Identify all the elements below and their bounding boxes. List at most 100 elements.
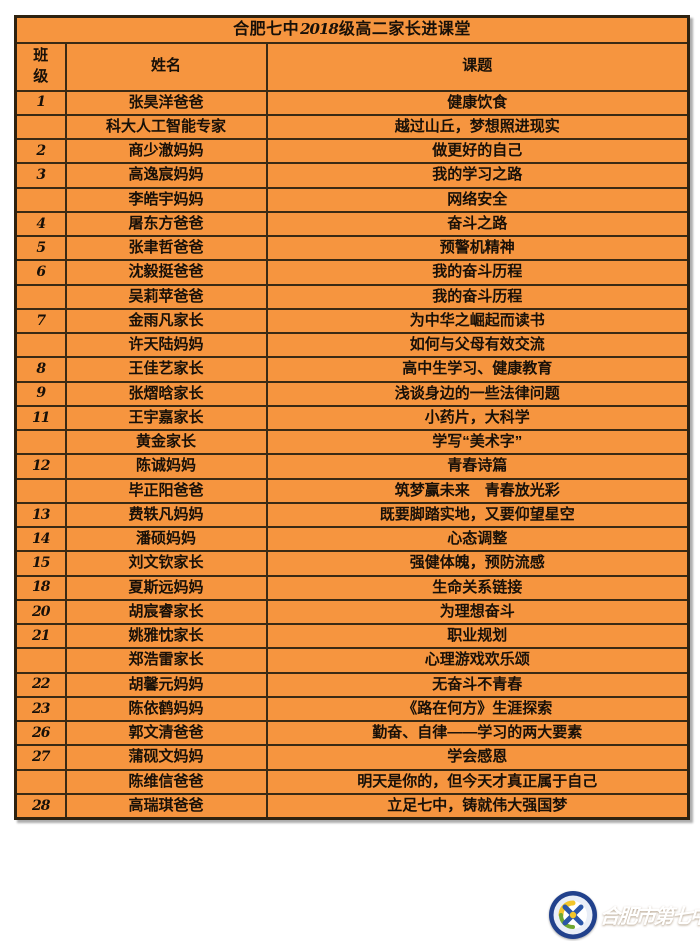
table-row: 27 蒲砚文妈妈 学会感恩 — [14, 744, 690, 771]
table-row: 14 潘硕妈妈 心态调整 — [14, 526, 690, 553]
table-row: 11 王宇嘉家长 小药片，大科学 — [14, 404, 690, 432]
table-row: 郑浩雷家长 心理游戏欢乐颂 — [14, 647, 690, 674]
parents-class-schedule-table: 合肥七中2018级高二家长进课堂 班级 姓名 课题 1 张昊洋爸爸 健康饮食 科… — [14, 15, 691, 821]
table-row: 吴莉苹爸爸 我的奋斗历程 — [14, 283, 690, 310]
name-cell: 许天陆妈妈 — [64, 332, 268, 359]
class-cell: 20 — [14, 598, 67, 626]
class-cell — [14, 768, 67, 795]
table-row: 1 张昊洋爸爸 健康饮食 — [14, 89, 690, 116]
table-row: 18 夏斯远妈妈 生命关系链接 — [14, 574, 690, 601]
table-row: 毕正阳爸爸 筑梦赢未来 青春放光彩 — [14, 477, 690, 504]
topic-cell: 青春诗篇 — [265, 453, 690, 480]
name-cell: 胡宸睿家长 — [64, 598, 268, 626]
table-row: 22 胡馨元妈妈 无奋斗不青春 — [14, 671, 690, 698]
name-cell: 王宇嘉家长 — [64, 404, 268, 432]
table-title-year: 2018 — [300, 20, 339, 38]
table-row: 3 高逸宸妈妈 我的学习之路 — [14, 162, 690, 189]
class-cell: 1 — [14, 89, 67, 116]
topic-cell: 预警机精神 — [265, 235, 690, 262]
name-cell: 李皓宇妈妈 — [64, 186, 268, 213]
class-cell — [14, 477, 67, 504]
class-cell: 15 — [14, 550, 67, 577]
name-cell: 科大人工智能专家 — [64, 113, 268, 141]
name-cell: 陈依鹤妈妈 — [64, 695, 268, 723]
class-cell: 6 — [14, 259, 67, 286]
column-header-class: 班级 — [14, 41, 67, 92]
table-row: 陈维信爸爸 明天是你的，但今天才真正属于自己 — [14, 768, 690, 795]
topic-cell: 既要脚踏实地，又要仰望星空 — [265, 501, 690, 529]
name-cell: 陈诚妈妈 — [64, 453, 268, 480]
table-row: 科大人工智能专家 越过山丘，梦想照进现实 — [14, 113, 690, 141]
class-cell: 26 — [14, 720, 67, 747]
table-row: 许天陆妈妈 如何与父母有效交流 — [14, 332, 690, 359]
table-body: 合肥七中2018级高二家长进课堂 班级 姓名 课题 1 张昊洋爸爸 健康饮食 科… — [14, 15, 690, 820]
name-cell: 胡馨元妈妈 — [64, 671, 268, 698]
class-cell: 4 — [14, 210, 67, 238]
table-row: 23 陈依鹤妈妈 《路在何方》生涯探索 — [14, 695, 690, 723]
topic-cell: 生命关系链接 — [265, 574, 690, 601]
table-row: 13 费轶凡妈妈 既要脚踏实地，又要仰望星空 — [14, 501, 690, 529]
topic-cell: 学会感恩 — [265, 744, 690, 771]
topic-cell: 我的学习之路 — [265, 162, 690, 189]
name-cell: 郭文清爸爸 — [64, 720, 268, 747]
school-badge-icon — [549, 890, 597, 939]
topic-cell: 无奋斗不青春 — [265, 671, 690, 698]
table-row: 5 张聿哲爸爸 预警机精神 — [14, 235, 690, 262]
class-cell: 8 — [14, 356, 67, 383]
name-cell: 夏斯远妈妈 — [64, 574, 268, 601]
name-cell: 沈毅挺爸爸 — [64, 259, 268, 286]
topic-cell: 健康饮食 — [265, 89, 690, 116]
name-cell: 张熠晗家长 — [64, 380, 268, 407]
table-row: 李皓宇妈妈 网络安全 — [14, 186, 690, 213]
topic-cell: 心理游戏欢乐颂 — [265, 647, 690, 674]
table-row: 7 金雨凡家长 为中华之崛起而读书 — [14, 307, 690, 335]
name-cell: 蒲砚文妈妈 — [64, 744, 268, 771]
class-cell — [14, 283, 67, 310]
table-row: 28 高瑞琪爸爸 立足七中，铸就伟大强国梦 — [14, 792, 690, 820]
class-cell: 2 — [14, 138, 67, 165]
class-cell — [14, 429, 67, 456]
class-cell: 3 — [14, 162, 67, 189]
class-cell: 9 — [14, 380, 67, 407]
table-row: 26 郭文清爸爸 勤奋、自律——学习的两大要素 — [14, 720, 690, 747]
class-cell — [14, 113, 67, 141]
topic-cell: 心态调整 — [265, 526, 690, 553]
class-cell: 23 — [14, 695, 67, 723]
topic-cell: 强健体魄，预防流感 — [265, 550, 690, 577]
name-cell: 吴莉苹爸爸 — [64, 283, 268, 310]
topic-cell: 高中生学习、健康教育 — [265, 356, 690, 383]
table-title: 合肥七中2018级高二家长进课堂 — [14, 15, 690, 44]
table-row: 黄金家长 学写“美术字” — [14, 429, 690, 456]
topic-cell: 勤奋、自律——学习的两大要素 — [265, 720, 690, 747]
name-cell: 王佳艺家长 — [64, 356, 268, 383]
column-header-name: 姓名 — [64, 41, 268, 92]
name-cell: 屠东方爸爸 — [64, 210, 268, 238]
topic-cell: 浅谈身边的一些法律问题 — [265, 380, 690, 407]
name-cell: 陈维信爸爸 — [64, 768, 268, 795]
table-title-prefix: 合肥七中 — [233, 21, 300, 38]
name-cell: 毕正阳爸爸 — [64, 477, 268, 504]
name-cell: 潘硕妈妈 — [64, 526, 268, 553]
table-row: 21 姚雅忱家长 职业规划 — [14, 623, 690, 650]
class-cell: 11 — [14, 404, 67, 432]
watermark: 合肥市第七中学 — [548, 888, 700, 941]
topic-cell: 奋斗之路 — [265, 210, 690, 238]
class-cell: 7 — [14, 307, 67, 335]
table-row: 4 屠东方爸爸 奋斗之路 — [14, 210, 690, 238]
topic-cell: 筑梦赢未来 青春放光彩 — [265, 477, 690, 504]
class-cell — [14, 332, 67, 359]
table-row: 15 刘文钦家长 强健体魄，预防流感 — [14, 550, 690, 577]
table-row: 12 陈诚妈妈 青春诗篇 — [14, 453, 690, 480]
topic-cell: 如何与父母有效交流 — [265, 332, 690, 359]
table-row: 9 张熠晗家长 浅谈身边的一些法律问题 — [14, 380, 690, 407]
class-cell: 22 — [14, 671, 67, 698]
class-cell: 27 — [14, 744, 67, 771]
name-cell: 姚雅忱家长 — [64, 623, 268, 650]
topic-cell: 小药片，大科学 — [265, 404, 690, 432]
table-row: 8 王佳艺家长 高中生学习、健康教育 — [14, 356, 690, 383]
topic-cell: 为中华之崛起而读书 — [265, 307, 690, 335]
topic-cell: 学写“美术字” — [265, 429, 690, 456]
topic-cell: 我的奋斗历程 — [265, 283, 690, 310]
table-row: 20 胡宸睿家长 为理想奋斗 — [14, 598, 690, 626]
